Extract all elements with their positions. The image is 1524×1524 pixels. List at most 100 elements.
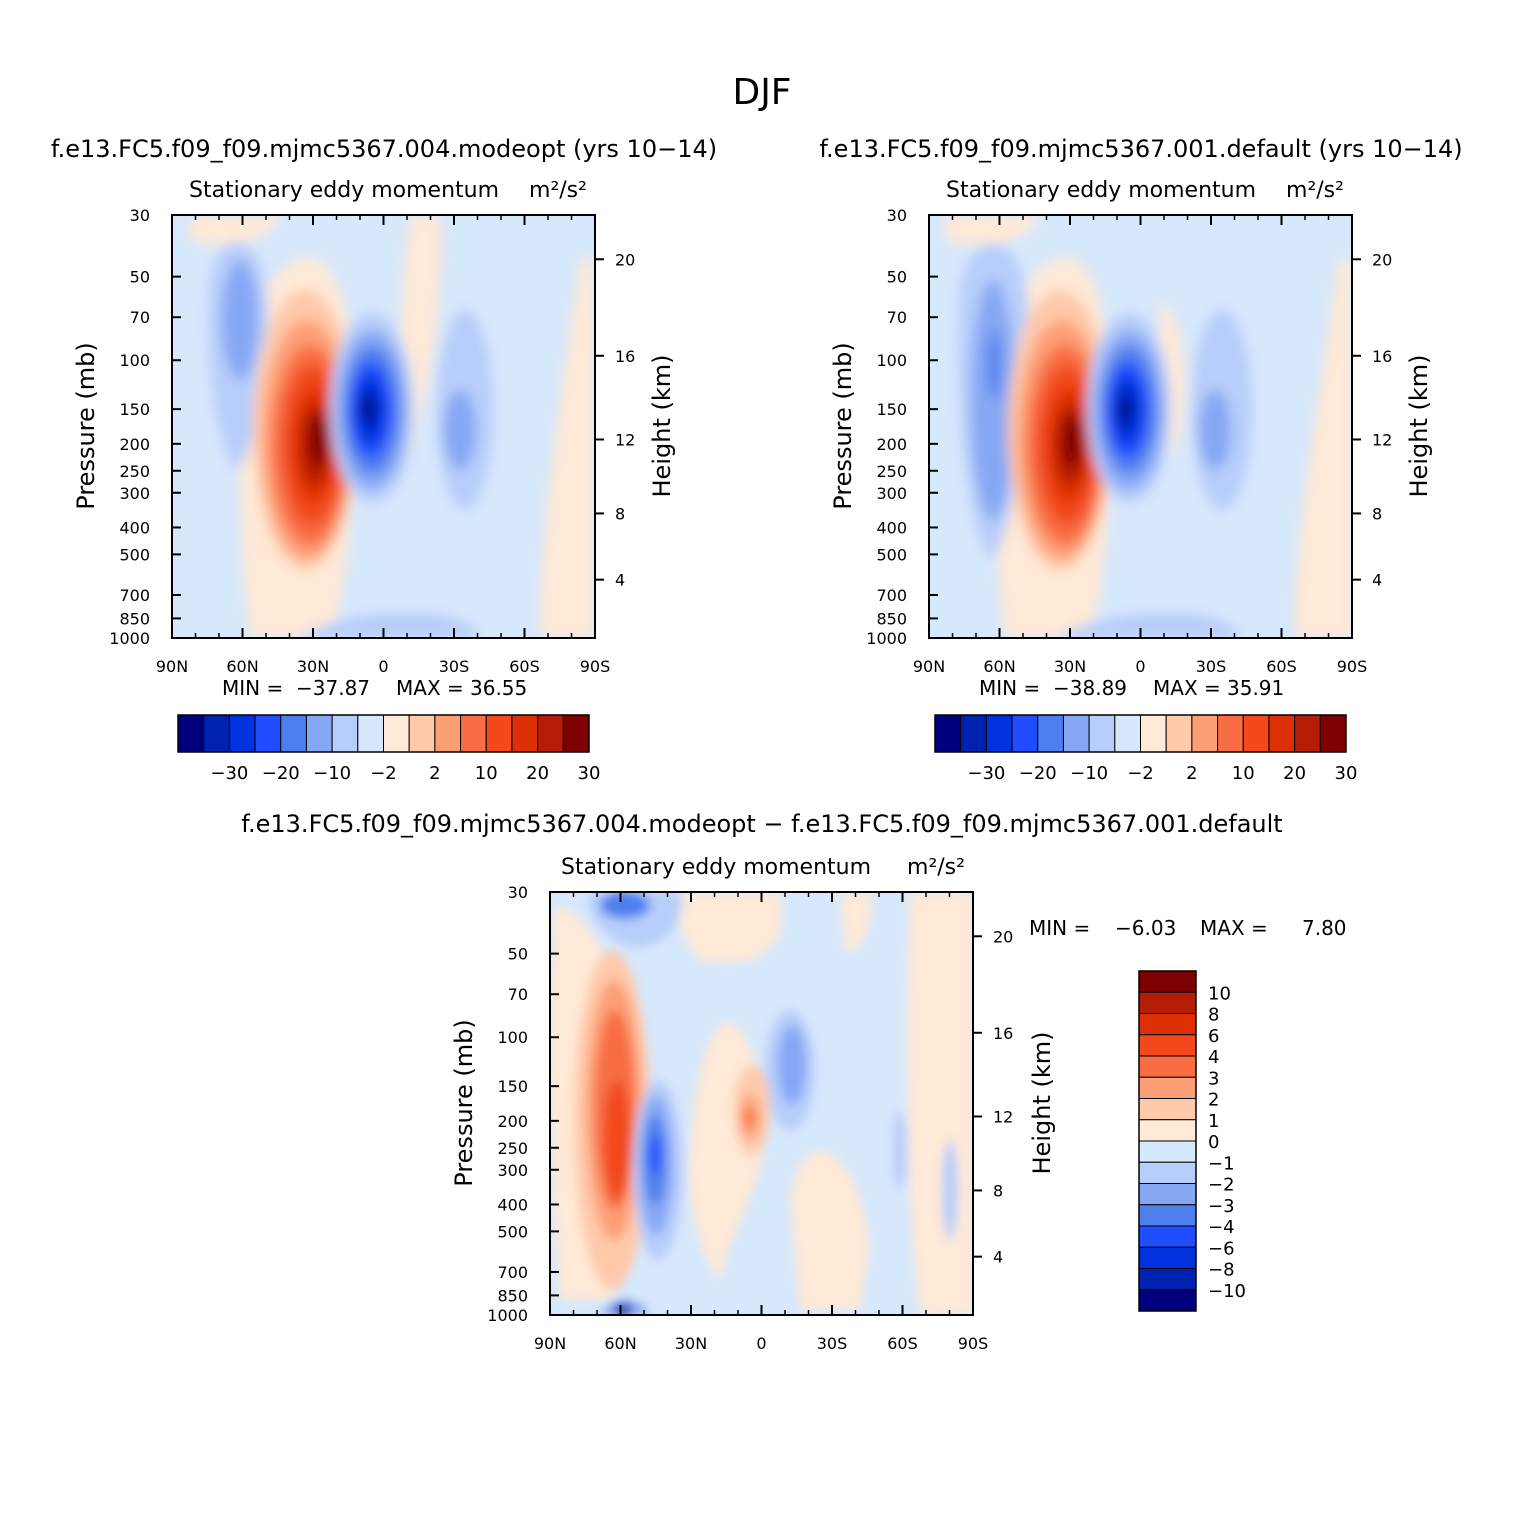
lat-tick-label: 0: [1135, 657, 1145, 676]
pressure-tick-label: 1000: [109, 629, 150, 648]
pressure-tick-label: 30: [887, 206, 907, 225]
colorbar-swatch: [254, 714, 282, 753]
panel-3-field: [550, 892, 973, 1315]
colorbar-swatch: [1138, 1119, 1197, 1142]
colorbar-label: 20: [1283, 763, 1306, 784]
panel-1-neg-min: [364, 400, 374, 418]
pressure-tick-label: 300: [119, 484, 150, 503]
colorbar-swatch: [960, 714, 987, 753]
lat-tick-label: 60S: [509, 657, 540, 676]
panel-1-chart-title: Stationary eddy momentum: [189, 178, 499, 203]
panel-2-south-pos: [1295, 260, 1352, 638]
pressure-tick-label: 250: [119, 462, 150, 481]
panel-1-top-pos: [190, 215, 280, 245]
colorbar-swatch: [1138, 1204, 1197, 1227]
colorbar-label: 20: [526, 763, 549, 784]
panel-3-pos-top: [678, 892, 782, 963]
pressure-tick-label: 500: [876, 545, 907, 564]
height-tick-label: 16: [615, 347, 635, 366]
pressure-tick-label: 700: [497, 1263, 528, 1282]
colorbar-swatch: [1138, 1246, 1197, 1269]
colorbar-swatch: [1037, 714, 1064, 753]
panel-3: f.e13.FC5.f09_f09.mjmc5367.004.modeopt −…: [241, 810, 1346, 1353]
colorbar-label: −8: [1208, 1260, 1235, 1281]
colorbar-swatch: [1191, 714, 1219, 753]
colorbar-swatch: [1140, 714, 1167, 753]
panel-1-run-title: f.e13.FC5.f09_f09.mjmc5367.004.modeopt (…: [51, 135, 717, 163]
panel-1-height-ticks: 4 8 12 16 20: [595, 250, 635, 590]
height-tick-label: 8: [993, 1181, 1003, 1200]
colorbar-label: 10: [475, 763, 498, 784]
colorbar-swatch: [1138, 970, 1197, 993]
panel-3-pos-center: [790, 1151, 870, 1310]
panel-1-pos-max: [309, 414, 327, 466]
pressure-tick-label: 850: [876, 609, 907, 628]
colorbar-swatch: [485, 714, 513, 753]
pressure-tick-label: 50: [508, 945, 528, 964]
height-tick-label: 8: [615, 504, 625, 523]
pressure-tick-label: 250: [497, 1139, 528, 1158]
colorbar-swatch: [1138, 1055, 1197, 1078]
lat-tick-label: 0: [378, 657, 388, 676]
colorbar-label: −10: [1070, 763, 1108, 784]
colorbar-swatch: [1268, 714, 1296, 753]
height-tick-label: 12: [1372, 430, 1392, 449]
panel-3-pos-eq-top: [840, 892, 871, 952]
panel-2-ylabel: Pressure (mb): [829, 342, 857, 509]
pressure-tick-label: 200: [119, 435, 150, 454]
lat-tick-label: 60S: [1266, 657, 1297, 676]
colorbar-swatch: [1138, 1034, 1197, 1057]
panel-3-neg-east-core: [778, 1025, 806, 1105]
panel-3-chart-title: Stationary eddy momentum: [561, 855, 871, 880]
colorbar-swatch: [1114, 714, 1141, 753]
panel-3-min-label: MIN =: [1029, 916, 1090, 940]
lat-tick-label: 90N: [534, 1334, 566, 1353]
lat-tick-label: 0: [756, 1334, 766, 1353]
pressure-tick-label: 70: [887, 308, 907, 327]
pressure-tick-label: 300: [497, 1161, 528, 1180]
colorbar-swatch: [383, 714, 410, 753]
height-tick-label: 20: [993, 927, 1013, 946]
colorbar-swatch: [1319, 714, 1347, 753]
colorbar-label: 2: [1186, 763, 1197, 784]
pressure-tick-label: 850: [119, 609, 150, 628]
colorbar-label: 2: [429, 763, 440, 784]
pressure-tick-label: 70: [508, 985, 528, 1004]
colorbar-label: −1: [1208, 1153, 1235, 1174]
panel-3-height-ticks: 4 8 12 16 20: [973, 927, 1013, 1267]
colorbar-swatch: [1062, 714, 1090, 753]
colorbar-swatch: [203, 714, 230, 753]
height-tick-label: 4: [615, 571, 625, 590]
colorbar-swatch: [562, 714, 590, 753]
lat-tick-label: 30S: [439, 657, 470, 676]
colorbar-swatch: [934, 714, 962, 753]
panel-2-run-title: f.e13.FC5.f09_f09.mjmc5367.001.default (…: [819, 135, 1462, 163]
panel-2-ylabel-right: Height (km): [1405, 355, 1433, 498]
pressure-tick-label: 150: [119, 400, 150, 419]
colorbar-label: 0: [1208, 1132, 1219, 1153]
panel-1-neg-surface: [300, 613, 480, 638]
panel-3-neg-sh1: [893, 1110, 907, 1190]
panel-1-neg-30s-core: [444, 390, 476, 470]
colorbar-label: −3: [1208, 1196, 1235, 1217]
lat-tick-label: 90S: [580, 657, 611, 676]
colorbar-swatch: [331, 714, 359, 753]
colorbar-swatch: [1294, 714, 1321, 753]
pressure-tick-label: 700: [119, 586, 150, 605]
colorbar-label: −2: [1208, 1175, 1235, 1196]
pressure-tick-label: 30: [130, 206, 150, 225]
height-tick-label: 16: [1372, 347, 1392, 366]
panel-2-min-label: MIN =: [979, 676, 1040, 700]
panel-3-units: m²/s²: [907, 855, 965, 880]
pressure-tick-label: 850: [497, 1286, 528, 1305]
colorbar-swatch: [1217, 714, 1244, 753]
lat-tick-label: 60N: [226, 657, 258, 676]
colorbar-label: 3: [1208, 1068, 1219, 1089]
colorbar-swatch: [1138, 1225, 1197, 1248]
panel-1-field: [172, 215, 595, 638]
pressure-tick-label: 200: [497, 1112, 528, 1131]
lat-tick-label: 30N: [1054, 657, 1086, 676]
lat-tick-label: 90N: [156, 657, 188, 676]
colorbar-label: −4: [1208, 1217, 1235, 1238]
